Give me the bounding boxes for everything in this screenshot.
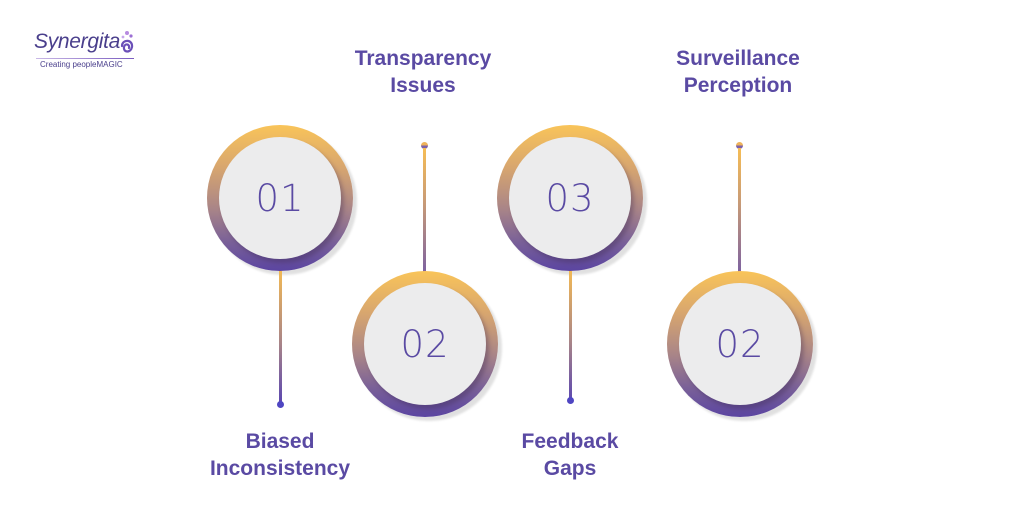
step-2-label-line2: Issues [390, 74, 456, 97]
step-4-label: Surveillance Perception [628, 45, 848, 99]
step-4-circle: 02 [667, 271, 813, 417]
step-3-connector [569, 271, 572, 401]
step-1-face: 01 [219, 137, 341, 259]
step-1-number: 01 [255, 176, 305, 220]
logo-wordmark: Synergita [34, 30, 121, 53]
step-3-circle: 03 [497, 125, 643, 271]
step-1-circle: 01 [207, 125, 353, 271]
logo-tagline: Creating peopleMAGIC [40, 60, 123, 69]
step-2-label: Transparency Issues [313, 45, 533, 99]
step-4-connector-dot [736, 142, 743, 149]
step-2-connector [423, 148, 426, 272]
step-1-connector-dot [277, 401, 284, 408]
step-1-connector [279, 271, 282, 403]
step-2-label-line1: Transparency [354, 47, 492, 70]
step-3-connector-dot [567, 397, 574, 404]
step-4-connector [738, 148, 741, 272]
step-4-label-line1: Surveillance [676, 47, 800, 70]
step-3-label: Feedback Gaps [460, 428, 680, 482]
step-2-circle: 02 [352, 271, 498, 417]
step-4-number: 02 [715, 322, 765, 366]
step-4-face: 02 [679, 283, 801, 405]
logo-divider [36, 58, 134, 59]
step-2-number: 02 [400, 322, 450, 366]
step-1-label: Biased Inconsistency [170, 428, 390, 482]
step-3-number: 03 [545, 176, 595, 220]
step-4-label-line2: Perception [683, 74, 793, 97]
logo-swirl-icon [120, 31, 134, 53]
step-1-label-line1: Biased [245, 430, 315, 453]
step-2-face: 02 [364, 283, 486, 405]
step-3-label-line1: Feedback [521, 430, 619, 453]
synergita-logo: Synergita Creating peopleMAGIC [34, 28, 144, 72]
step-3-label-line2: Gaps [543, 457, 597, 480]
step-1-label-line2: Inconsistency [209, 457, 351, 480]
step-3-face: 03 [509, 137, 631, 259]
step-2-connector-dot [421, 142, 428, 149]
